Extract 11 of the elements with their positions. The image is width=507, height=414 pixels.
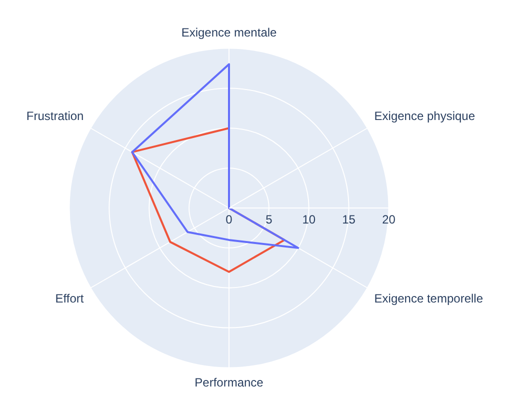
y-tick-label: 0 <box>226 212 233 226</box>
y-tick-label: 10 <box>302 212 316 226</box>
spoke-label: Exigence mentale <box>181 25 278 40</box>
y-tick-label: 15 <box>342 212 356 226</box>
spoke-label: Frustration <box>26 109 84 124</box>
spoke-label: Exigence physique <box>374 109 476 124</box>
spoke-label: Effort <box>55 291 84 306</box>
y-tick-label: 20 <box>382 212 396 226</box>
spoke-label: Performance <box>194 375 264 390</box>
spoke-label: Exigence temporelle <box>374 291 484 306</box>
y-tick-label: 5 <box>266 212 273 226</box>
